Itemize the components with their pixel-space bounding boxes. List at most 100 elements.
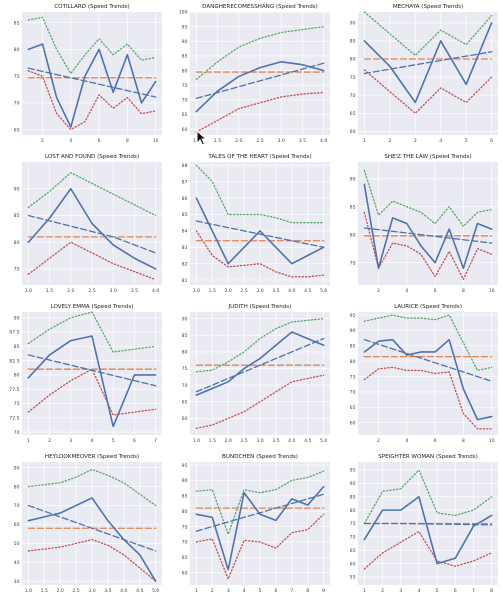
x-tick-label: 2.5	[240, 438, 247, 444]
y-tick-label: 85	[350, 39, 356, 45]
chart-svg-she-z-the-law: SHE'Z THE LAW (Speed Trends) 75 80 85 90 2 4 6 8…	[350, 154, 498, 294]
x-tick-label: 8	[462, 438, 465, 444]
series-line-upper	[363, 11, 493, 57]
y-tick-label: 70	[182, 540, 188, 546]
chart-title: SHE'Z THE LAW (Speed Trends)	[384, 154, 471, 160]
y-tick-label: 80	[350, 57, 356, 63]
series-line-lower	[195, 513, 325, 580]
series-line-lower	[27, 368, 157, 416]
x-tick-label: 7	[290, 588, 293, 594]
x-tick-label: 10	[489, 288, 495, 294]
chart-panel-mechaya: MECHAYA (Speed Trends) 60 65 70 75 80 85 90 1 2 3 4…	[336, 0, 502, 148]
x-tick-label: 6	[454, 588, 457, 594]
x-tick-label: 3.5	[299, 138, 306, 144]
series-line-upper	[195, 317, 325, 373]
x-tick-label: 3	[399, 588, 402, 594]
y-tick-label: 80	[350, 232, 356, 238]
series-line-trend	[363, 51, 493, 75]
x-tick-label: 1.0	[25, 288, 32, 294]
series-line-actual	[195, 485, 325, 571]
y-tick-label: 75	[14, 267, 20, 273]
y-tick-label: 81	[182, 278, 188, 284]
chart-panel-speighter-woman: SPEIGHTER WOMAN (Speed Trends) 55 60 65 70 75…	[336, 450, 502, 598]
series-line-trend	[195, 493, 325, 532]
y-tick-label: 83	[182, 245, 188, 251]
y-tick-label: 87.5	[9, 330, 19, 336]
x-tick-label: 8	[126, 138, 129, 144]
y-tick-label: 70	[14, 430, 20, 436]
chart-svg-heylookmeover: HEYLOOKMEOVER (Speed Trends) 30 40 50 60 70 80…	[14, 454, 162, 594]
x-tick-label: 4	[69, 138, 72, 144]
x-tick-label: 2.5	[72, 588, 79, 594]
chart-svg-lovely-emma: LOVELY EMMA (Speed Trends)7072.57577.580…	[9, 304, 162, 444]
series-line-actual	[363, 22, 493, 104]
y-tick-label: 95	[182, 24, 188, 30]
y-tick-label: 80	[350, 359, 356, 365]
series-line-actual	[195, 60, 325, 113]
y-tick-label: 90	[350, 21, 356, 27]
y-tick-label: 100	[179, 10, 188, 16]
series-line-actual	[27, 497, 157, 583]
x-tick-label: 5.0	[320, 288, 327, 294]
series-line-trend	[195, 337, 325, 393]
y-tick-label: 75	[350, 75, 356, 81]
series-line-trend	[195, 62, 325, 100]
x-tick-label: 2.0	[235, 138, 242, 144]
series-line-lower	[195, 230, 325, 278]
x-tick-label: 4	[405, 438, 408, 444]
chart-panel-judith: JUDITH (Speed Trends) 60 65 70 75 80 85 90 1.0 1.…	[168, 300, 334, 448]
y-tick-label: 70	[182, 98, 188, 104]
y-tick-label: 65	[350, 548, 356, 554]
chart-title: HEYLOOKMEOVER (Speed Trends)	[45, 454, 139, 460]
y-tick-label: 60	[350, 129, 356, 135]
x-tick-label: 4	[417, 588, 420, 594]
y-tick-label: 80	[14, 373, 20, 379]
chart-title: TALES OF THE HEART (Speed Trends)	[207, 154, 311, 160]
y-tick-label: 95	[350, 313, 356, 319]
y-tick-label: 90	[14, 465, 20, 471]
x-tick-label: 3.5	[272, 288, 279, 294]
x-tick-label: 2.5	[240, 288, 247, 294]
y-tick-label: 90	[182, 316, 188, 322]
x-tick-label: 4.0	[288, 288, 295, 294]
x-tick-label: 4	[243, 588, 246, 594]
y-tick-label: 75	[350, 260, 356, 266]
series-line-lower	[363, 211, 493, 281]
chart-panel-cotillard: COTILLARD (Speed Trends) 65 70 75 80 85 2 4 6 8 10	[0, 0, 166, 148]
x-tick-label: 3.5	[131, 288, 138, 294]
x-tick-label: 5.0	[152, 588, 159, 594]
x-tick-label: 4.5	[136, 588, 143, 594]
x-tick-label: 2	[41, 138, 44, 144]
series-line-trend	[363, 522, 493, 526]
chart-panel-laurice: LAURICE (Speed Trends) 60 65 70 75 80 85 90 95 2 4…	[336, 300, 502, 448]
chart-title: MECHAYA (Speed Trends)	[393, 4, 463, 10]
y-tick-label: 90	[350, 328, 356, 334]
y-tick-label: 80	[182, 509, 188, 515]
x-tick-label: 1.0	[25, 588, 32, 594]
x-tick-label: 3.0	[110, 288, 117, 294]
x-tick-label: 7	[154, 438, 157, 444]
y-tick-label: 75	[350, 374, 356, 380]
series-line-actual	[363, 183, 493, 270]
x-tick-label: 1.5	[41, 588, 48, 594]
series-line-trend	[27, 504, 157, 552]
y-tick-label: 80	[14, 240, 20, 246]
chart-panel-bundchen: BUNDCHEN (Speed Trends) 60 65 70 75 80 85 90 95 1…	[168, 450, 334, 598]
chart-panel-tales-of-the-heart: TALES OF THE HEART (Speed Trends) 81 82 83 8…	[168, 150, 334, 298]
series-line-actual	[27, 187, 157, 270]
series-line-upper	[195, 164, 325, 224]
y-tick-label: 95	[350, 468, 356, 474]
x-tick-label: 6	[490, 138, 493, 144]
x-tick-label: 4.0	[152, 288, 159, 294]
y-tick-label: 60	[350, 561, 356, 567]
y-tick-label: 65	[182, 555, 188, 561]
y-tick-label: 80	[14, 484, 20, 490]
series-line-lower	[363, 366, 493, 430]
x-tick-label: 4	[439, 138, 442, 144]
series-line-lower	[27, 241, 157, 281]
y-tick-label: 80	[182, 350, 188, 356]
x-tick-label: 6	[274, 588, 277, 594]
x-tick-label: 1.0	[193, 438, 200, 444]
y-tick-label: 80	[14, 47, 20, 53]
x-tick-label: 10	[489, 438, 495, 444]
